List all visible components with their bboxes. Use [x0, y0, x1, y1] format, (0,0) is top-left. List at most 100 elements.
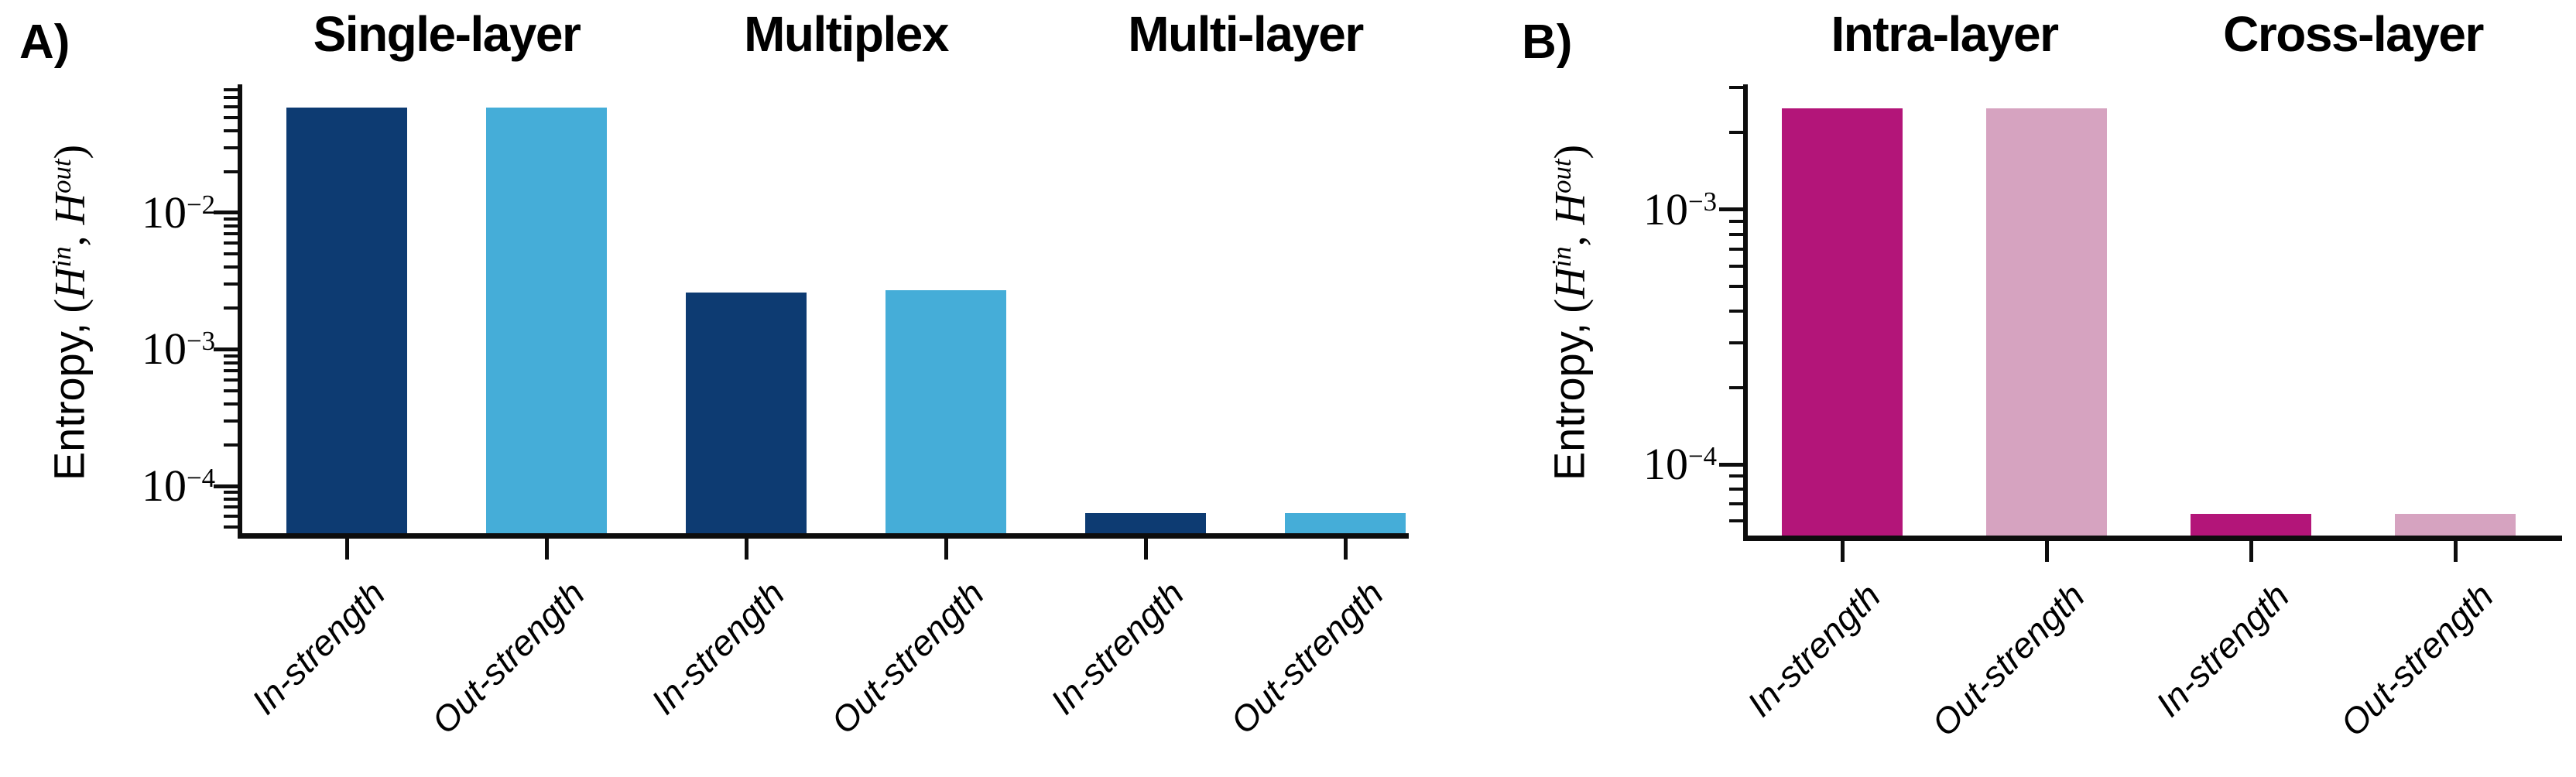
y-major-tick [1719, 207, 1743, 212]
y-major-tick [214, 347, 238, 351]
y-tick-base: 10 [1643, 183, 1688, 234]
y-minor-tick [1729, 502, 1743, 506]
comma: , [1546, 224, 1595, 247]
y-minor-tick [1729, 474, 1743, 478]
group-title-multi-layer: Multi-layer [1128, 6, 1364, 62]
y-minor-tick [224, 498, 238, 501]
panel-label-b: B) [1522, 15, 1573, 69]
h-out-superscript: out [1547, 159, 1577, 193]
group-title-intra-layer: Intra-layer [1831, 6, 2059, 62]
y-tick-label: 10−3 [1643, 187, 1717, 232]
y-axis-spine [238, 84, 242, 539]
bar-a-multiplex-in-strength [686, 293, 807, 536]
y-minor-tick [1729, 487, 1743, 491]
x-axis-tick [344, 539, 349, 560]
y-major-tick [214, 211, 238, 215]
y-minor-tick [224, 515, 238, 519]
y-minor-tick [224, 402, 238, 406]
y-tick-base: 10 [141, 323, 187, 375]
x-tick-label-in-strength: In-strength [1739, 575, 1889, 724]
y-minor-tick [224, 378, 238, 382]
y-tick-label: 10−4 [142, 464, 215, 508]
y-minor-tick [1729, 264, 1743, 268]
h-in-superscript: in [1547, 246, 1577, 268]
x-axis-tick [2249, 541, 2253, 562]
y-axis-label-b: Entropy,(Hin, Hout) [1544, 145, 1595, 481]
y-minor-tick [1729, 131, 1743, 135]
y-minor-tick [224, 361, 238, 365]
y-minor-tick [224, 169, 238, 173]
y-tick-base: 10 [141, 460, 187, 511]
y-minor-tick [224, 282, 238, 286]
y-minor-tick [224, 95, 238, 99]
bar-a-single-layer-out-strength [486, 107, 607, 536]
y-tick-exponent: −4 [1687, 440, 1717, 471]
y-minor-tick [224, 505, 238, 509]
y-minor-tick [224, 354, 238, 358]
x-tick-label-out-strength: Out-strength [1923, 575, 2093, 744]
y-tick-label: 10−4 [1643, 442, 1717, 487]
x-axis-tick [544, 539, 549, 560]
x-axis-tick [1343, 539, 1348, 560]
y-tick-exponent: −2 [186, 189, 215, 220]
y-minor-tick [224, 87, 238, 91]
y-tick-exponent: −4 [186, 462, 215, 493]
x-tick-label-in-strength: In-strength [2148, 575, 2297, 724]
y-axis-label-math: (Hin, Hout) [1547, 145, 1595, 313]
y-major-tick [214, 484, 238, 488]
y-minor-tick [224, 368, 238, 372]
y-minor-tick [224, 104, 238, 108]
h-out-symbol: H [1546, 193, 1595, 225]
bar-a-multi-layer-out-strength [1285, 513, 1406, 536]
y-minor-tick [1729, 232, 1743, 236]
bar-a-multiplex-out-strength [886, 290, 1006, 536]
y-minor-tick [1729, 519, 1743, 523]
y-minor-tick [224, 419, 238, 423]
y-minor-tick [224, 115, 238, 119]
y-minor-tick [224, 443, 238, 447]
y-minor-tick [1729, 284, 1743, 288]
bar-b-intra-layer-out-strength [1986, 108, 2107, 538]
y-minor-tick [224, 224, 238, 228]
y-minor-tick [224, 306, 238, 310]
y-axis-spine [1743, 84, 1748, 541]
y-minor-tick [224, 232, 238, 236]
y-axis-label-text: Entropy, [1544, 322, 1594, 481]
panel-label-a: A) [19, 15, 70, 69]
y-minor-tick [224, 252, 238, 256]
x-tick-label-out-strength: Out-strength [2332, 575, 2502, 744]
x-axis-spine [1743, 536, 2562, 541]
bar-b-cross-layer-out-strength [2395, 513, 2516, 538]
y-tick-exponent: −3 [186, 326, 215, 357]
h-in-symbol: H [1546, 267, 1595, 299]
y-minor-tick [1729, 309, 1743, 313]
x-axis-tick [2044, 541, 2049, 562]
y-minor-tick [224, 525, 238, 529]
x-axis-tick [944, 539, 948, 560]
y-tick-base: 10 [1643, 439, 1688, 490]
y-minor-tick [224, 491, 238, 495]
group-title-single-layer: Single-layer [313, 6, 581, 62]
y-minor-tick [224, 128, 238, 132]
y-minor-tick [1729, 247, 1743, 251]
y-tick-label: 10−2 [142, 190, 215, 235]
bar-b-cross-layer-in-strength [2191, 513, 2311, 538]
y-minor-tick [1729, 219, 1743, 223]
y-minor-tick [224, 241, 238, 245]
paren-close: ) [1546, 144, 1595, 159]
group-title-cross-layer: Cross-layer [2223, 6, 2484, 62]
bar-a-multi-layer-in-strength [1085, 513, 1206, 536]
y-minor-tick [1729, 341, 1743, 344]
x-axis-spine [238, 533, 1409, 539]
y-minor-tick [224, 145, 238, 149]
y-minor-tick [1729, 86, 1743, 90]
group-title-multiplex: Multiplex [744, 6, 949, 62]
y-major-tick [1719, 462, 1743, 467]
bar-b-intra-layer-in-strength [1782, 108, 1903, 538]
y-minor-tick [224, 217, 238, 221]
x-axis-tick [2453, 541, 2458, 562]
paren-open: ( [1546, 298, 1595, 313]
y-tick-label: 10−3 [142, 327, 215, 371]
